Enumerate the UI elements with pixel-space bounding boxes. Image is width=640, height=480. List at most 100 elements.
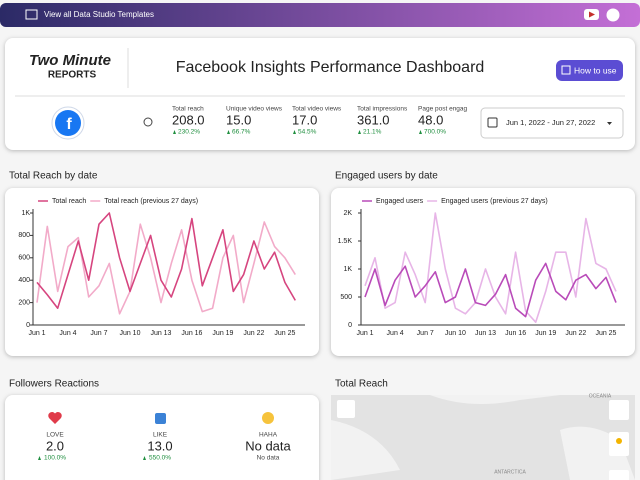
y-tick-label: 1K bbox=[21, 210, 30, 217]
y-tick-label: 1.5K bbox=[338, 238, 353, 245]
legend-label: Total reach bbox=[52, 198, 86, 205]
reaction-delta: No data bbox=[257, 455, 280, 462]
pegman bbox=[616, 438, 622, 444]
up-arrow bbox=[358, 130, 361, 134]
fb-logo-letter: f bbox=[66, 116, 72, 133]
y-tick-label: 500 bbox=[340, 294, 352, 301]
dropdown-arrow bbox=[607, 122, 612, 125]
how-to-button[interactable] bbox=[556, 60, 623, 81]
section-title: Total Reach bbox=[335, 379, 388, 390]
x-tick-label: Jun 10 bbox=[119, 330, 140, 337]
book-icon bbox=[561, 65, 571, 75]
kpi-delta: 230.2% bbox=[178, 129, 200, 136]
kpi-label: Total reach bbox=[172, 106, 204, 113]
kpi-delta: 700.0% bbox=[424, 129, 446, 136]
dashboard-title: Facebook Insights Performance Dashboard bbox=[176, 59, 485, 76]
x-tick-label: Jun 13 bbox=[150, 330, 171, 337]
kpi-value: 17.0 bbox=[292, 112, 317, 127]
kpi-value: 48.0 bbox=[418, 112, 443, 127]
legend-label: Engaged users bbox=[376, 198, 424, 205]
reaction-label: HAHA bbox=[259, 432, 278, 439]
chart-title: Engaged users by date bbox=[335, 171, 438, 182]
x-tick-label: Jun 25 bbox=[595, 330, 616, 337]
calendar-icon bbox=[487, 117, 498, 128]
y-tick-label: 400 bbox=[18, 277, 30, 284]
fullscreen-button[interactable] bbox=[609, 400, 629, 420]
reaction-value: 2.0 bbox=[46, 438, 64, 453]
y-tick-label: 600 bbox=[18, 255, 30, 262]
logo-top: Two Minute bbox=[29, 52, 111, 69]
series-line bbox=[364, 212, 617, 323]
fb-logo bbox=[55, 110, 81, 136]
banner-link[interactable]: View all Data Studio Templates bbox=[44, 10, 154, 19]
banner-icon bbox=[25, 9, 38, 20]
series-line bbox=[364, 262, 617, 318]
kpi-delta: 54.5% bbox=[298, 129, 317, 136]
x-tick-label: Jun 22 bbox=[565, 330, 586, 337]
x-tick-label: Jun 1 bbox=[356, 330, 373, 337]
y-tick-label: 0 bbox=[348, 322, 352, 329]
y-tick-label: 0 bbox=[26, 322, 30, 329]
up-arrow bbox=[38, 456, 41, 460]
reaction-delta: 100.0% bbox=[44, 455, 66, 462]
y-tick-label: 2K bbox=[343, 210, 352, 217]
reaction-value: No data bbox=[245, 438, 291, 453]
date-range[interactable]: Jun 1, 2022 - Jun 27, 2022 bbox=[506, 118, 595, 127]
x-tick-label: Jun 7 bbox=[90, 330, 107, 337]
up-arrow bbox=[293, 130, 296, 134]
youtube-play bbox=[589, 11, 595, 18]
x-tick-label: Jun 4 bbox=[387, 330, 404, 337]
legend-label: Engaged users (previous 27 days) bbox=[441, 198, 548, 205]
kpi-label: Total impressions bbox=[357, 106, 408, 113]
chart-title: Total Reach by date bbox=[9, 171, 98, 182]
zoom-button[interactable] bbox=[609, 470, 629, 480]
logo-bottom: REPORTS bbox=[48, 70, 97, 81]
x-tick-label: Jun 22 bbox=[243, 330, 264, 337]
y-tick-label: 1K bbox=[343, 266, 352, 273]
reaction-value: 13.0 bbox=[147, 438, 172, 453]
reactions-card bbox=[5, 395, 319, 480]
kpi-value: 15.0 bbox=[226, 112, 251, 127]
x-tick-label: Jun 1 bbox=[28, 330, 45, 337]
reaction-delta: 550.0% bbox=[149, 455, 171, 462]
y-tick-label: 200 bbox=[18, 299, 30, 306]
banner bbox=[0, 3, 640, 27]
facebook-icon[interactable] bbox=[606, 8, 620, 22]
haha-icon bbox=[262, 412, 274, 424]
kpi-delta: 66.7% bbox=[232, 129, 251, 136]
kpi-value: 361.0 bbox=[357, 112, 390, 127]
reaction-label: LOVE bbox=[46, 432, 64, 439]
date-picker[interactable] bbox=[480, 107, 624, 139]
love-icon bbox=[48, 412, 62, 424]
map-label: ANTARCTICA bbox=[494, 469, 526, 475]
section-title: Followers Reactions bbox=[9, 379, 99, 390]
map-land bbox=[331, 395, 635, 480]
x-tick-label: Jun 19 bbox=[535, 330, 556, 337]
x-tick-label: Jun 10 bbox=[445, 330, 466, 337]
series-line bbox=[36, 212, 296, 309]
map-pin-button[interactable] bbox=[337, 400, 355, 418]
chart-card bbox=[5, 188, 319, 356]
kpi-icon bbox=[143, 117, 153, 127]
kpi-label: Unique video views bbox=[226, 106, 283, 113]
up-arrow bbox=[419, 130, 422, 134]
x-tick-label: Jun 19 bbox=[212, 330, 233, 337]
x-tick-label: Jun 16 bbox=[181, 330, 202, 337]
x-tick-label: Jun 16 bbox=[505, 330, 526, 337]
reaction-label: LIKE bbox=[153, 432, 168, 439]
up-arrow bbox=[227, 130, 230, 134]
how-to-label[interactable]: How to use bbox=[574, 65, 617, 75]
y-tick-label: 800 bbox=[18, 232, 30, 239]
x-tick-label: Jun 7 bbox=[417, 330, 434, 337]
kpi-label: Total video views bbox=[292, 106, 342, 113]
x-tick-label: Jun 4 bbox=[59, 330, 76, 337]
kpi-label: Page post engag bbox=[418, 106, 468, 113]
x-tick-label: Jun 25 bbox=[274, 330, 295, 337]
chart-card bbox=[331, 188, 635, 356]
x-tick-label: Jun 13 bbox=[475, 330, 496, 337]
up-arrow bbox=[143, 456, 146, 460]
